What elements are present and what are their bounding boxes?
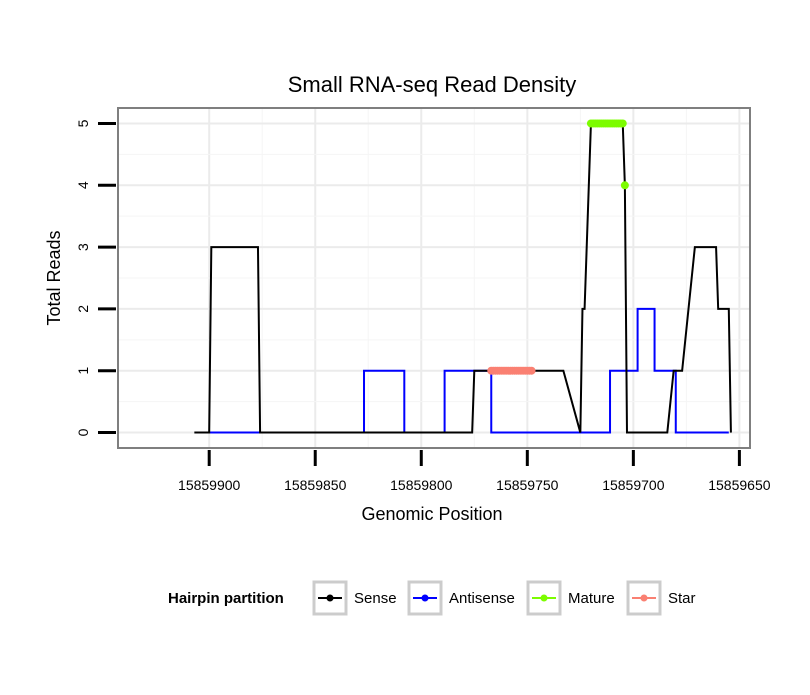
mature-point [620,181,629,190]
legend-key-star [626,580,662,616]
x-tick-label: 15859650 [708,477,771,493]
x-tick-label: 15859800 [390,477,453,493]
mature-point [618,119,627,128]
legend-key-sense [312,580,348,616]
plot-border [117,107,751,449]
star-point [527,366,536,375]
axes: 15859900 15859850 15859800 15859750 15859700… [75,119,771,493]
chart-title: Small RNA-seq Read Density [288,72,577,97]
y-tick-label: 1 [75,367,91,375]
antisense-series-line [209,307,729,434]
y-tick-label: 4 [75,181,91,189]
x-tick-label: 15859700 [602,477,665,493]
legend-key-point [326,594,334,602]
x-tick-label: 15859750 [496,477,559,493]
legend-title: Hairpin partition [168,590,284,607]
x-axis-title: Genomic Position [361,504,502,524]
y-tick-label: 2 [75,305,91,313]
grid-lines [118,108,750,448]
y-tick-label: 3 [75,243,91,251]
legend-label-sense: Sense [354,590,397,607]
series-layer [194,119,732,434]
legend-label-mature: Mature [568,590,615,607]
legend-key-mature [526,580,562,616]
sense-series-line [194,122,732,434]
legend-key-point [421,594,429,602]
y-tick-label: 0 [75,428,91,436]
legend: Hairpin partition Sense Antisense Mature St… [168,580,696,616]
legend-label-star: Star [668,590,696,607]
legend-key-antisense [407,580,443,616]
legend-key-point [540,594,548,602]
x-tick-label: 15859900 [178,477,241,493]
y-axis-title: Total Reads [44,230,64,325]
x-tick-label: 15859850 [284,477,347,493]
legend-label-antisense: Antisense [449,590,515,607]
legend-key-point [640,594,648,602]
y-tick-label: 5 [75,119,91,127]
